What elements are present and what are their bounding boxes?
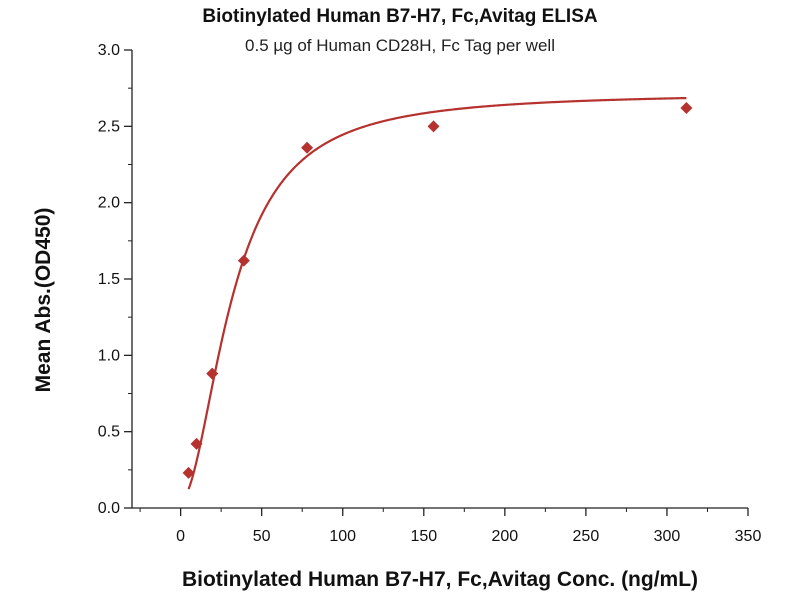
data-point — [206, 367, 219, 380]
data-point — [427, 120, 440, 133]
x-tick-label: 250 — [573, 528, 600, 545]
chart-title: Biotinylated Human B7-H7, Fc,Avitag ELIS… — [202, 6, 598, 27]
fit-curve — [187, 96, 687, 490]
data-point — [237, 254, 250, 267]
chart-subtitle: 0.5 µg of Human CD28H, Fc Tag per well — [245, 36, 555, 55]
x-axis-label: Biotinylated Human B7-H7, Fc,Avitag Conc… — [181, 568, 699, 591]
x-tick-label: 200 — [491, 528, 518, 545]
data-point — [680, 102, 693, 115]
x-tick-label: 0 — [176, 528, 185, 545]
data-point — [301, 141, 314, 154]
y-tick-label: 0.0 — [98, 500, 120, 517]
y-tick-label: 1.5 — [98, 271, 120, 288]
data-point — [182, 466, 195, 479]
y-tick-label: 0.5 — [98, 424, 120, 441]
data-point — [190, 437, 203, 450]
y-tick-label: 1.0 — [98, 347, 120, 364]
x-tick-label: 150 — [410, 528, 437, 545]
x-tick-label: 50 — [253, 528, 271, 545]
x-tick-label: 300 — [654, 528, 681, 545]
y-tick-label: 2.5 — [98, 118, 120, 135]
x-tick-label: 100 — [329, 528, 356, 545]
y-tick-label: 2.0 — [98, 195, 120, 212]
x-tick-label: 350 — [735, 528, 762, 545]
y-tick-label: 3.0 — [98, 42, 120, 59]
